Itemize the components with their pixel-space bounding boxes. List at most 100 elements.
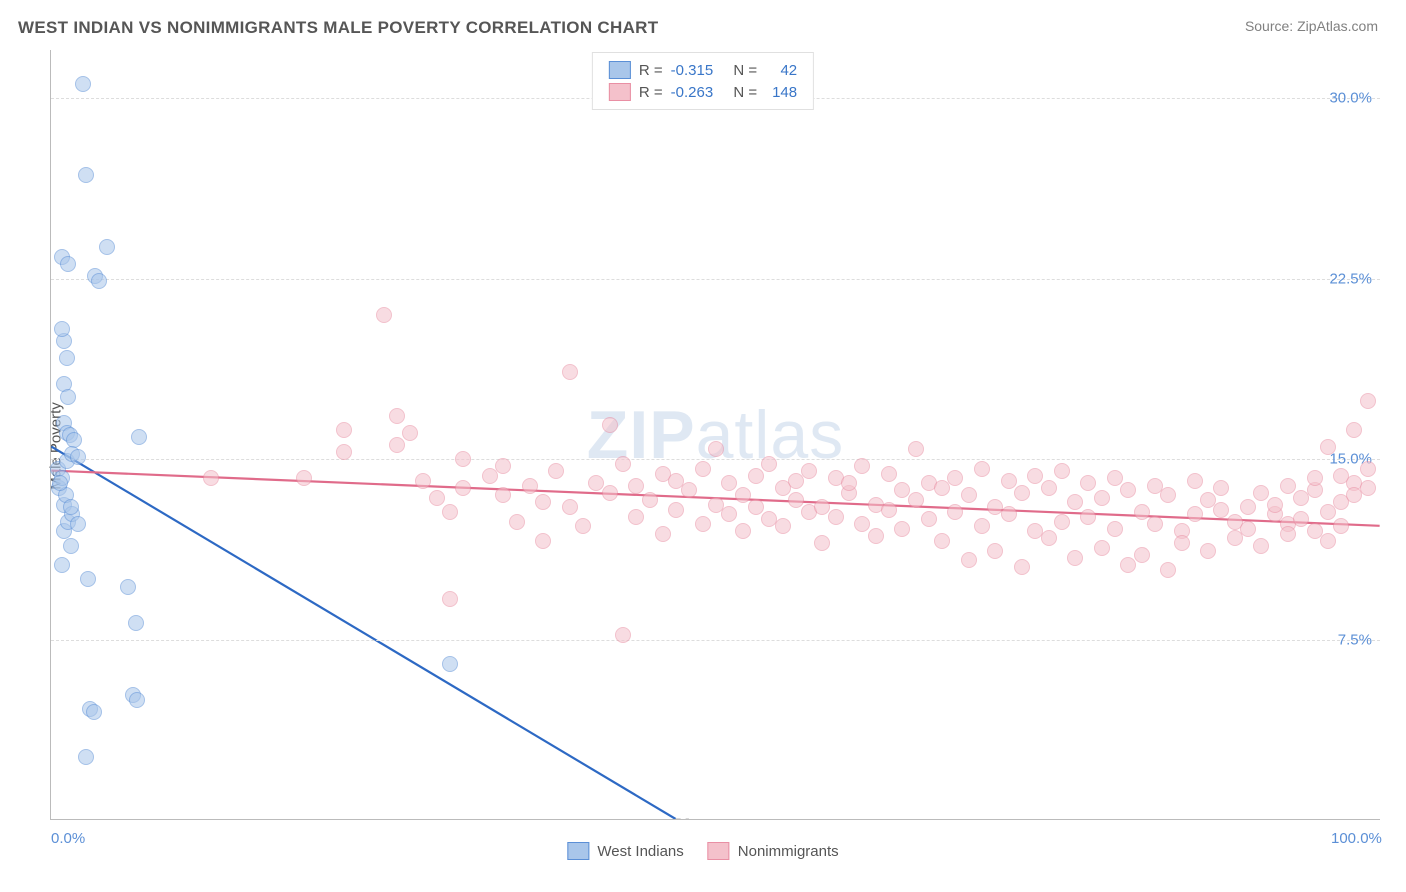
y-tick-label: 30.0% [1329,90,1372,107]
point-nonimmigrant [841,475,857,491]
regression-lines-layer [51,50,1380,819]
point-nonimmigrant [1014,485,1030,501]
point-nonimmigrant [429,490,445,506]
point-nonimmigrant [668,502,684,518]
point-nonimmigrant [761,456,777,472]
point-nonimmigrant [894,521,910,537]
point-west-indian [52,475,68,491]
legend-series-swatch-0 [567,842,589,860]
point-nonimmigrant [828,509,844,525]
point-nonimmigrant [442,504,458,520]
n-value-0: 42 [765,62,797,79]
point-nonimmigrant [721,475,737,491]
point-nonimmigrant [1280,526,1296,542]
point-nonimmigrant [681,482,697,498]
point-nonimmigrant [376,307,392,323]
point-nonimmigrant [602,485,618,501]
point-west-indian [63,499,79,515]
point-nonimmigrant [1240,499,1256,515]
point-nonimmigrant [1213,502,1229,518]
point-nonimmigrant [1094,540,1110,556]
n-label-0: N = [733,62,757,79]
point-nonimmigrant [628,478,644,494]
point-nonimmigrant [1174,535,1190,551]
point-nonimmigrant [1094,490,1110,506]
r-value-0: -0.315 [671,62,714,79]
point-nonimmigrant [1360,480,1376,496]
point-nonimmigrant [389,408,405,424]
y-tick-label: 22.5% [1329,270,1372,287]
legend-swatch-1 [609,83,631,101]
legend-stats-row-0: R = -0.315 N = 42 [609,59,797,81]
n-value-1: 148 [765,84,797,101]
regression-line-west-indian [51,447,675,819]
point-nonimmigrant [947,504,963,520]
watermark-bold: ZIP [587,397,696,473]
point-nonimmigrant [548,463,564,479]
point-nonimmigrant [775,518,791,534]
point-nonimmigrant [695,461,711,477]
legend-series: West Indians Nonimmigrants [567,842,838,860]
grid-line [51,279,1380,280]
point-nonimmigrant [908,441,924,457]
chart-container: WEST INDIAN VS NONIMMIGRANTS MALE POVERT… [0,0,1406,892]
point-nonimmigrant [336,444,352,460]
point-nonimmigrant [1360,393,1376,409]
point-nonimmigrant [1134,504,1150,520]
point-nonimmigrant [974,518,990,534]
legend-swatch-0 [609,61,631,79]
chart-plot-area: ZIPatlas 7.5%15.0%22.5%30.0%0.0%100.0% [50,50,1380,820]
point-nonimmigrant [934,533,950,549]
point-nonimmigrant [921,511,937,527]
point-west-indian [86,704,102,720]
point-nonimmigrant [1027,468,1043,484]
point-nonimmigrant [296,470,312,486]
point-west-indian [70,516,86,532]
point-west-indian [99,239,115,255]
point-nonimmigrant [615,627,631,643]
grid-line [51,459,1380,460]
point-nonimmigrant [602,417,618,433]
point-nonimmigrant [748,499,764,515]
point-nonimmigrant [881,502,897,518]
point-nonimmigrant [987,543,1003,559]
legend-stats-row-1: R = -0.263 N = 148 [609,81,797,103]
point-nonimmigrant [1067,550,1083,566]
point-nonimmigrant [801,463,817,479]
r-label-0: R = [639,62,663,79]
point-west-indian [442,656,458,672]
point-nonimmigrant [203,470,219,486]
point-nonimmigrant [974,461,990,477]
point-west-indian [128,615,144,631]
point-west-indian [78,167,94,183]
point-nonimmigrant [336,422,352,438]
r-label-1: R = [639,84,663,101]
point-nonimmigrant [522,478,538,494]
point-nonimmigrant [1080,475,1096,491]
point-nonimmigrant [1253,538,1269,554]
point-west-indian [63,538,79,554]
point-nonimmigrant [615,456,631,472]
point-nonimmigrant [1107,521,1123,537]
point-nonimmigrant [1160,562,1176,578]
point-nonimmigrant [868,528,884,544]
legend-series-label-1: Nonimmigrants [738,843,839,860]
point-nonimmigrant [1267,497,1283,513]
point-west-indian [75,76,91,92]
point-west-indian [91,273,107,289]
point-nonimmigrant [814,535,830,551]
point-nonimmigrant [1014,559,1030,575]
point-nonimmigrant [1213,480,1229,496]
point-nonimmigrant [402,425,418,441]
point-nonimmigrant [1320,439,1336,455]
point-nonimmigrant [1080,509,1096,525]
point-nonimmigrant [735,523,751,539]
point-nonimmigrant [1001,506,1017,522]
point-nonimmigrant [455,480,471,496]
legend-series-swatch-1 [708,842,730,860]
point-nonimmigrant [1107,470,1123,486]
point-nonimmigrant [642,492,658,508]
point-nonimmigrant [1253,485,1269,501]
point-nonimmigrant [854,458,870,474]
point-nonimmigrant [655,526,671,542]
